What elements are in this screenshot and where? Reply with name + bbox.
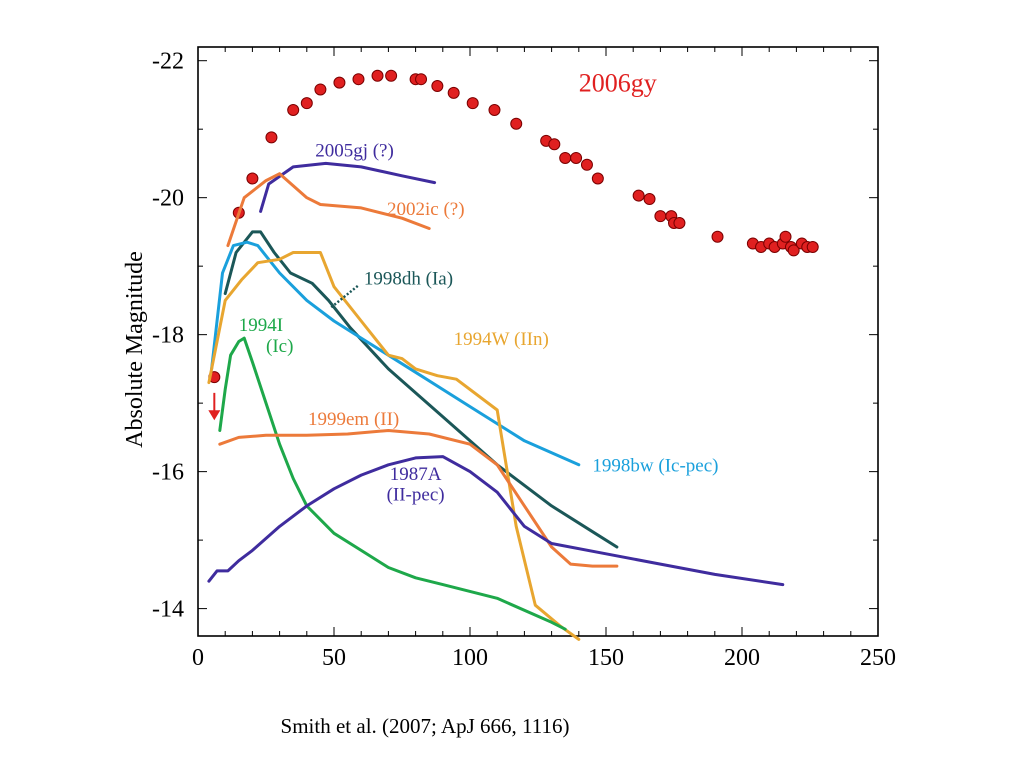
series-label: 1998bw (Ic-pec)	[592, 456, 718, 477]
data-point-2006gy	[447, 86, 460, 99]
data-point-2006gy	[779, 230, 792, 243]
series-line-2002ic	[226, 172, 431, 248]
data-point-2006gy	[466, 97, 479, 110]
data-point-2006gy	[643, 193, 656, 206]
data-point-2006gy	[488, 104, 501, 117]
data-point-2006gy	[352, 73, 365, 86]
data-point-2006gy	[711, 230, 724, 243]
upper-limit-arrow-head	[208, 410, 221, 421]
series-label: 1998dh (Ia)	[364, 269, 453, 290]
label-connector	[330, 284, 360, 309]
x-tick-label: 0	[192, 645, 204, 671]
data-point-2006gy	[559, 151, 572, 164]
series-line-1998dh-ia	[223, 230, 619, 549]
data-point-2006gy	[287, 104, 300, 117]
data-point-2006gy	[548, 138, 561, 151]
series-label: 2006gy	[579, 69, 657, 98]
series-label: (II-pec)	[387, 484, 445, 505]
data-point-2006gy	[415, 73, 428, 86]
data-point-2006gy	[265, 131, 278, 144]
series-label: 1987A	[390, 464, 442, 485]
y-axis-label: Absolute Magnitude	[122, 251, 148, 448]
series-label: 2005gj (?)	[315, 141, 394, 162]
data-point-2006gy	[806, 240, 819, 253]
plot-frame	[197, 46, 879, 637]
series-line-1999em-ii	[218, 429, 619, 568]
data-point-2006gy	[333, 76, 346, 89]
y-tick-label: -22	[152, 49, 184, 75]
series-line-1994w-iin	[207, 251, 581, 641]
y-tick-label: -20	[152, 186, 184, 212]
data-point-2006gy	[314, 83, 327, 96]
data-point-2006gy	[580, 158, 593, 171]
y-tick-label: -18	[152, 323, 184, 349]
y-tick-label: -14	[152, 597, 184, 623]
series-line-1998bw-ic-pec	[210, 240, 581, 467]
x-tick-label: 50	[322, 645, 346, 671]
x-tick-label: 150	[588, 645, 624, 671]
x-tick-label: 100	[452, 645, 488, 671]
citation-caption: Smith et al. (2007; ApJ 666, 1116)	[280, 714, 570, 738]
x-tick-label: 250	[860, 645, 896, 671]
data-point-2006gy	[431, 80, 444, 93]
series-label: 1994I	[239, 315, 283, 336]
series-line-1994i-ic	[218, 336, 567, 631]
data-point-2006gy	[591, 172, 604, 185]
data-point-2006gy	[371, 69, 384, 82]
data-point-2006gy	[673, 217, 686, 230]
series-label: 1994W (IIn)	[454, 329, 549, 350]
data-point-2006gy	[385, 69, 398, 82]
data-point-2006gy	[510, 117, 523, 130]
series-line-1987a-ii-pec	[207, 455, 785, 587]
series-label: (Ic)	[266, 336, 293, 357]
data-point-2006gy	[246, 172, 259, 185]
series-label: 1999em (II)	[308, 409, 399, 430]
series-line-2005gj	[259, 161, 437, 213]
series-label: 2002ic (?)	[387, 199, 465, 220]
data-point-2006gy	[654, 210, 667, 223]
x-tick-label: 200	[724, 645, 760, 671]
y-tick-label: -16	[152, 460, 184, 486]
data-point-2006gy	[300, 97, 313, 110]
data-point-2006gy	[570, 151, 583, 164]
data-point-2006gy	[787, 244, 800, 257]
data-point-2006gy	[632, 189, 645, 202]
